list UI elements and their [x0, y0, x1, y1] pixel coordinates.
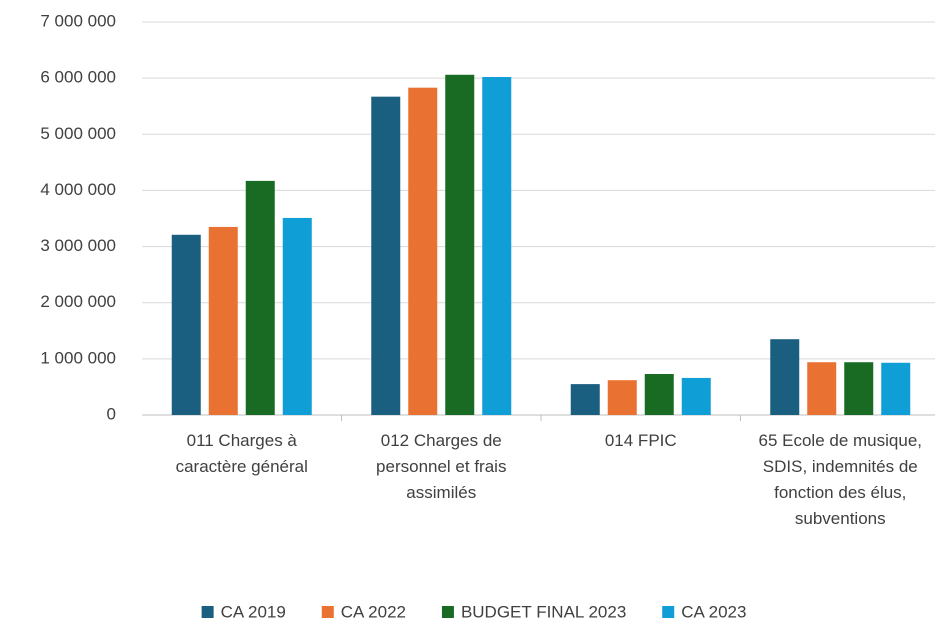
- y-tick-label: 1 000 000: [40, 348, 116, 367]
- legend-label: CA 2022: [341, 602, 406, 621]
- bar: [681, 377, 711, 415]
- bar: [770, 339, 800, 415]
- legend-label: CA 2023: [681, 602, 746, 621]
- bar: [445, 74, 475, 415]
- x-tick-label: 012 Charges de personnel et frais assimilé…: [376, 431, 506, 502]
- y-tick-label: 7 000 000: [40, 11, 116, 30]
- bar: [570, 384, 600, 415]
- bar: [844, 362, 874, 415]
- y-tick-label: 6 000 000: [40, 68, 116, 87]
- legend-swatch: [662, 606, 675, 618]
- x-tick-label: 65 Ecole de musique, SDIS, indemnités de f…: [759, 431, 923, 528]
- x-tick-label: 011 Charges à caractère général: [176, 431, 308, 476]
- legend-swatch: [321, 606, 334, 618]
- bar: [644, 374, 674, 415]
- legend-label: CA 2019: [221, 602, 286, 621]
- bar: [371, 96, 401, 416]
- x-tick-label: 014 FPIC: [605, 431, 677, 450]
- legend-swatch: [441, 606, 454, 618]
- bar: [607, 380, 637, 415]
- bar: [171, 234, 201, 415]
- bar: [881, 362, 911, 415]
- bar: [482, 77, 512, 416]
- y-tick-label: 2 000 000: [40, 292, 116, 311]
- bar: [408, 87, 438, 416]
- legend-label: BUDGET FINAL 2023: [461, 602, 626, 621]
- bar: [245, 180, 275, 415]
- y-tick-label: 5 000 000: [40, 124, 116, 143]
- bar: [282, 217, 312, 415]
- y-tick-label: 0: [107, 404, 116, 423]
- bar: [208, 226, 238, 415]
- y-tick-label: 3 000 000: [40, 236, 116, 255]
- bar: [807, 362, 837, 415]
- y-tick-label: 4 000 000: [40, 180, 116, 199]
- legend-swatch: [201, 606, 214, 618]
